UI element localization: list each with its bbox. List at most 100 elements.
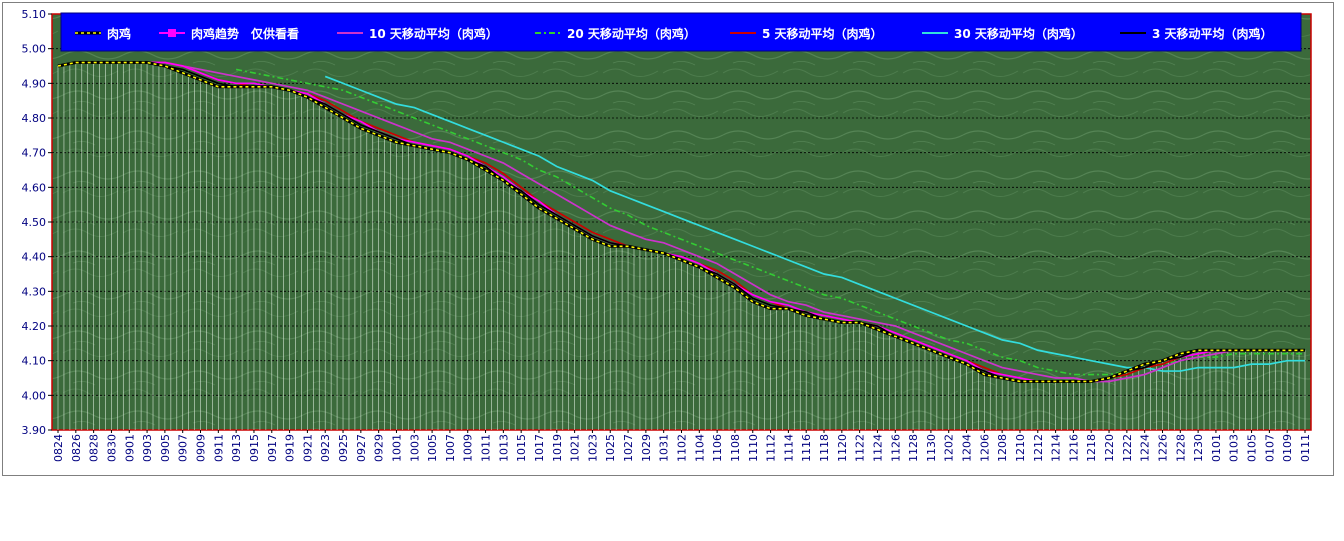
x-tick-label: 1130 <box>925 434 938 462</box>
legend-box <box>60 12 1302 52</box>
x-tick-label: 0907 <box>177 434 190 462</box>
x-tick-label: 0923 <box>319 434 332 462</box>
line-chart: 5.10 5.00 4.90 4.80 4.70 4.60 4.50 4.40 4.30 4.20… <box>22 8 1313 462</box>
x-tick-label: 1007 <box>444 434 457 462</box>
x-tick-label: 0105 <box>1246 434 1259 462</box>
series-layer <box>57 61 1305 383</box>
x-tick-label: 1208 <box>996 434 1009 462</box>
x-tick-label: 1128 <box>907 434 920 462</box>
x-tick-label: 1011 <box>480 434 493 462</box>
y-tick-label: 4.80 <box>22 112 47 125</box>
x-tick-label: 1017 <box>533 434 546 462</box>
chart-frame: 5.10 5.00 4.90 4.80 4.70 4.60 4.50 4.40 4.30 4.20… <box>2 2 1334 476</box>
x-tick-label: 0927 <box>355 434 368 462</box>
x-tick-label: 0111 <box>1299 434 1312 462</box>
y-tick-label: 4.90 <box>22 77 47 90</box>
legend-label: 10 天移动平均（肉鸡） <box>369 26 498 41</box>
x-tick-label: 0107 <box>1263 434 1276 462</box>
x-tick-label: 0109 <box>1281 434 1294 462</box>
x-tick-label: 1126 <box>889 434 902 462</box>
x-tick-label: 0828 <box>88 434 101 462</box>
x-tick-label: 1112 <box>765 434 778 462</box>
x-tick-label: 1019 <box>551 434 564 462</box>
series-line-0-dash <box>57 61 1305 383</box>
x-tick-label: 1005 <box>426 434 439 462</box>
y-tick-label: 4.20 <box>22 320 47 333</box>
x-tick-label: 1120 <box>836 434 849 462</box>
x-tick-label: 1023 <box>586 434 599 462</box>
x-tick-label: 1029 <box>640 434 653 462</box>
y-tick-label: 5.10 <box>22 8 47 21</box>
y-tick-label: 4.50 <box>22 216 47 229</box>
x-tick-label: 0913 <box>230 434 243 462</box>
x-tick-label: 1206 <box>978 434 991 462</box>
y-tick-label: 4.70 <box>22 147 47 160</box>
x-tick-label: 1204 <box>961 434 974 462</box>
x-tick-label: 1214 <box>1050 434 1063 462</box>
x-tick-label: 1118 <box>818 434 831 462</box>
x-tick-label: 1031 <box>658 434 671 462</box>
x-tick-label: 0903 <box>141 434 154 462</box>
x-tick-label: 0925 <box>337 434 350 462</box>
y-tick-label: 3.90 <box>22 424 47 437</box>
x-tick-label: 1222 <box>1121 434 1134 462</box>
series-line-3 <box>235 68 1305 376</box>
x-tick-label: 0101 <box>1210 434 1223 462</box>
x-tick-label: 0830 <box>105 434 118 462</box>
x-tick-label: 1216 <box>1067 434 1080 462</box>
x-tick-label: 1212 <box>1032 434 1045 462</box>
x-tick-label: 1210 <box>1014 434 1027 462</box>
y-tick-label: 4.30 <box>22 285 47 298</box>
x-tick-label: 1124 <box>871 434 884 462</box>
x-tick-label: 0921 <box>301 434 314 462</box>
x-tick-label: 1106 <box>711 434 724 462</box>
x-tick-label: 1226 <box>1156 434 1169 462</box>
x-tick-label: 1220 <box>1103 434 1116 462</box>
x-tick-label: 0917 <box>266 434 279 462</box>
legend-label: 30 天移动平均（肉鸡） <box>954 26 1083 41</box>
legend-label: 5 天移动平均（肉鸡） <box>762 26 883 41</box>
x-tick-label: 1110 <box>747 434 760 462</box>
x-tick-label: 1021 <box>569 434 582 462</box>
x-tick-label: 1108 <box>729 434 742 462</box>
y-tick-label: 4.60 <box>22 181 47 194</box>
x-tick-label: 1001 <box>390 434 403 462</box>
x-tick-label: 0824 <box>52 434 65 462</box>
x-tick-label: 1013 <box>497 434 510 462</box>
y-tick-label: 4.00 <box>22 389 47 402</box>
x-tick-label: 1015 <box>515 434 528 462</box>
x-tick-label: 1027 <box>622 434 635 462</box>
x-tick-label: 0915 <box>248 434 261 462</box>
x-tick-label: 1003 <box>408 434 421 462</box>
x-tick-label: 1218 <box>1085 434 1098 462</box>
legend-label: 肉鸡趋势 仅供看看 <box>191 26 299 41</box>
x-tick-label: 1202 <box>943 434 956 462</box>
x-tick-label: 0911 <box>212 434 225 462</box>
x-tick-label: 1224 <box>1139 434 1152 462</box>
x-tick-label: 0103 <box>1228 434 1241 462</box>
x-tick-label: 0905 <box>159 434 172 462</box>
x-tick-label: 0826 <box>70 434 83 462</box>
x-tick-label: 1009 <box>462 434 475 462</box>
y-axis: 5.10 5.00 4.90 4.80 4.70 4.60 4.50 4.40 4.30 4.20… <box>22 8 52 437</box>
legend-label: 20 天移动平均（肉鸡） <box>567 26 696 41</box>
x-tick-label: 0909 <box>195 434 208 462</box>
x-tick-label: 1116 <box>800 434 813 462</box>
x-tick-label: 1228 <box>1174 434 1187 462</box>
x-tick-label: 1025 <box>604 434 617 462</box>
vertical-drop-lines <box>57 62 1306 430</box>
x-tick-label: 1114 <box>782 434 795 462</box>
x-tick-label: 0929 <box>373 434 386 462</box>
x-tick-label: 0919 <box>284 434 297 462</box>
y-tick-label: 4.10 <box>22 355 47 368</box>
legend-marker <box>168 29 176 37</box>
y-tick-label: 5.00 <box>22 43 47 56</box>
legend-label: 肉鸡 <box>107 26 131 41</box>
series-line-2 <box>129 61 1305 383</box>
legend: 肉鸡 肉鸡趋势 仅供看看 10 天移动平均（肉鸡） 20 天移动平均（肉鸡） 5 天移动… <box>60 12 1302 52</box>
x-tick-label: 1102 <box>676 434 689 462</box>
legend-label: 3 天移动平均（肉鸡） <box>1152 26 1273 41</box>
x-tick-label: 1104 <box>693 434 706 462</box>
x-tick-label: 1122 <box>854 434 867 462</box>
x-axis: 0824 0826 0828 0830 0901 0903 0905 0907 0909 0911… <box>52 430 1312 462</box>
